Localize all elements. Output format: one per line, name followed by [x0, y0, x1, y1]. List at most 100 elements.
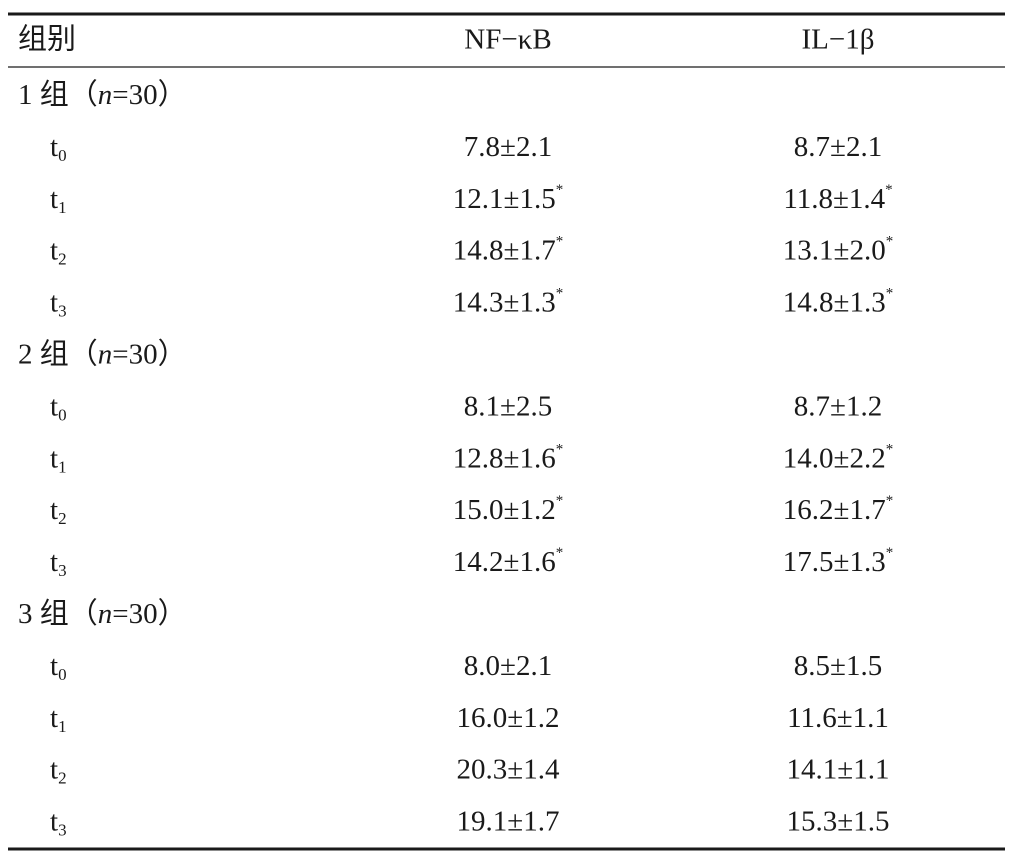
time-label: t1	[50, 182, 67, 216]
group-label: 3 组（n=30）	[18, 597, 187, 630]
group-label: 2 组（n=30）	[18, 337, 187, 370]
value-cell: 15.0±1.2*	[453, 494, 563, 526]
value-sup: *	[556, 494, 564, 510]
value-cell: 11.8±1.4*	[783, 182, 892, 214]
time-sub: 3	[58, 561, 67, 580]
value-text: 8.7±1.2	[794, 390, 882, 422]
value-sup: *	[886, 442, 894, 458]
value-text: 15.0±1.2	[453, 494, 556, 526]
time-label: t3	[50, 286, 67, 320]
group-prefix: 2 组（	[18, 337, 98, 370]
time-sub: 0	[58, 665, 67, 684]
time-label: t3	[50, 805, 67, 839]
value-cell: 13.1±2.0*	[783, 234, 893, 266]
value-cell: 8.1±2.5	[464, 390, 552, 422]
value-text: 8.5±1.5	[794, 650, 882, 682]
value-cell: 8.7±1.2	[794, 390, 882, 422]
value-text: 16.2±1.7	[783, 494, 886, 526]
time-sub: 2	[58, 250, 67, 269]
value-text: 14.8±1.7	[453, 234, 556, 266]
value-sup: *	[556, 286, 564, 302]
value-sup: *	[886, 234, 894, 250]
time-t: t	[50, 753, 58, 785]
time-sub: 0	[58, 405, 67, 424]
value-cell: 14.8±1.7*	[453, 234, 563, 266]
time-t: t	[50, 286, 58, 318]
time-t: t	[50, 182, 58, 214]
time-t: t	[50, 701, 58, 733]
value-sup: *	[556, 546, 564, 562]
group-prefix: 1 组（	[18, 78, 98, 111]
time-sub: 2	[58, 509, 67, 528]
value-cell: 15.3±1.5	[787, 805, 890, 837]
group-n: n	[98, 598, 113, 630]
time-label: t0	[50, 390, 67, 424]
time-sub: 1	[58, 198, 67, 217]
time-sub: 2	[58, 769, 67, 788]
time-t: t	[50, 442, 58, 474]
time-t: t	[50, 390, 58, 422]
value-cell: 8.0±2.1	[464, 650, 552, 682]
value-cell: 14.2±1.6*	[453, 546, 563, 578]
time-label: t2	[50, 753, 67, 787]
group-suffix: =30）	[112, 338, 186, 370]
value-text: 19.1±1.7	[457, 805, 560, 837]
time-label: t2	[50, 494, 67, 528]
value-cell: 11.6±1.1	[787, 701, 889, 733]
value-cell: 14.1±1.1	[787, 753, 890, 785]
group-suffix: =30）	[112, 79, 186, 111]
value-text: 17.5±1.3	[783, 546, 886, 578]
value-sup: *	[556, 234, 564, 250]
value-text: 16.0±1.2	[457, 701, 560, 733]
value-cell: 8.7±2.1	[794, 131, 882, 163]
time-label: t0	[50, 131, 67, 165]
value-cell: 17.5±1.3*	[783, 546, 893, 578]
time-label: t1	[50, 701, 67, 735]
value-text: 14.0±2.2	[783, 442, 886, 474]
value-text: 14.8±1.3	[783, 286, 886, 318]
value-text: 11.6±1.1	[787, 701, 889, 733]
time-label: t1	[50, 442, 67, 476]
header-cell: 组别	[18, 23, 76, 56]
value-text: 14.1±1.1	[787, 753, 890, 785]
header-cell: NF−κB	[464, 24, 551, 56]
value-cell: 20.3±1.4	[457, 753, 560, 785]
value-sup: *	[556, 442, 564, 458]
value-cell: 7.8±2.1	[464, 131, 552, 163]
header-cell: IL−1β	[802, 24, 875, 56]
value-text: 14.2±1.6	[453, 546, 556, 578]
value-text: 8.7±2.1	[794, 131, 882, 163]
time-label: t0	[50, 650, 67, 684]
value-text: 13.1±2.0	[783, 234, 886, 266]
time-t: t	[50, 131, 58, 163]
time-sub: 1	[58, 717, 67, 736]
value-cell: 14.8±1.3*	[783, 286, 893, 318]
value-cell: 14.0±2.2*	[783, 442, 893, 474]
group-n: n	[98, 338, 113, 370]
time-label: t3	[50, 546, 67, 580]
value-text: 12.1±1.5	[453, 182, 556, 214]
value-cell: 19.1±1.7	[457, 805, 560, 837]
value-text: 8.1±2.5	[464, 390, 552, 422]
time-sub: 1	[58, 457, 67, 476]
value-sup: *	[556, 182, 564, 198]
time-sub: 3	[58, 302, 67, 321]
value-text: 14.3±1.3	[453, 286, 556, 318]
value-text: 8.0±2.1	[464, 650, 552, 682]
value-sup: *	[886, 546, 894, 562]
value-text: 11.8±1.4	[783, 182, 885, 214]
value-cell: 12.1±1.5*	[453, 182, 563, 214]
value-cell: 16.2±1.7*	[783, 494, 893, 526]
time-t: t	[50, 494, 58, 526]
value-text: 15.3±1.5	[787, 805, 890, 837]
value-sup: *	[885, 182, 893, 198]
time-label: t2	[50, 234, 67, 268]
group-label: 1 组（n=30）	[18, 78, 187, 111]
value-text: 20.3±1.4	[457, 753, 560, 785]
time-t: t	[50, 650, 58, 682]
time-t: t	[50, 546, 58, 578]
value-text: 12.8±1.6	[453, 442, 556, 474]
time-t: t	[50, 805, 58, 837]
